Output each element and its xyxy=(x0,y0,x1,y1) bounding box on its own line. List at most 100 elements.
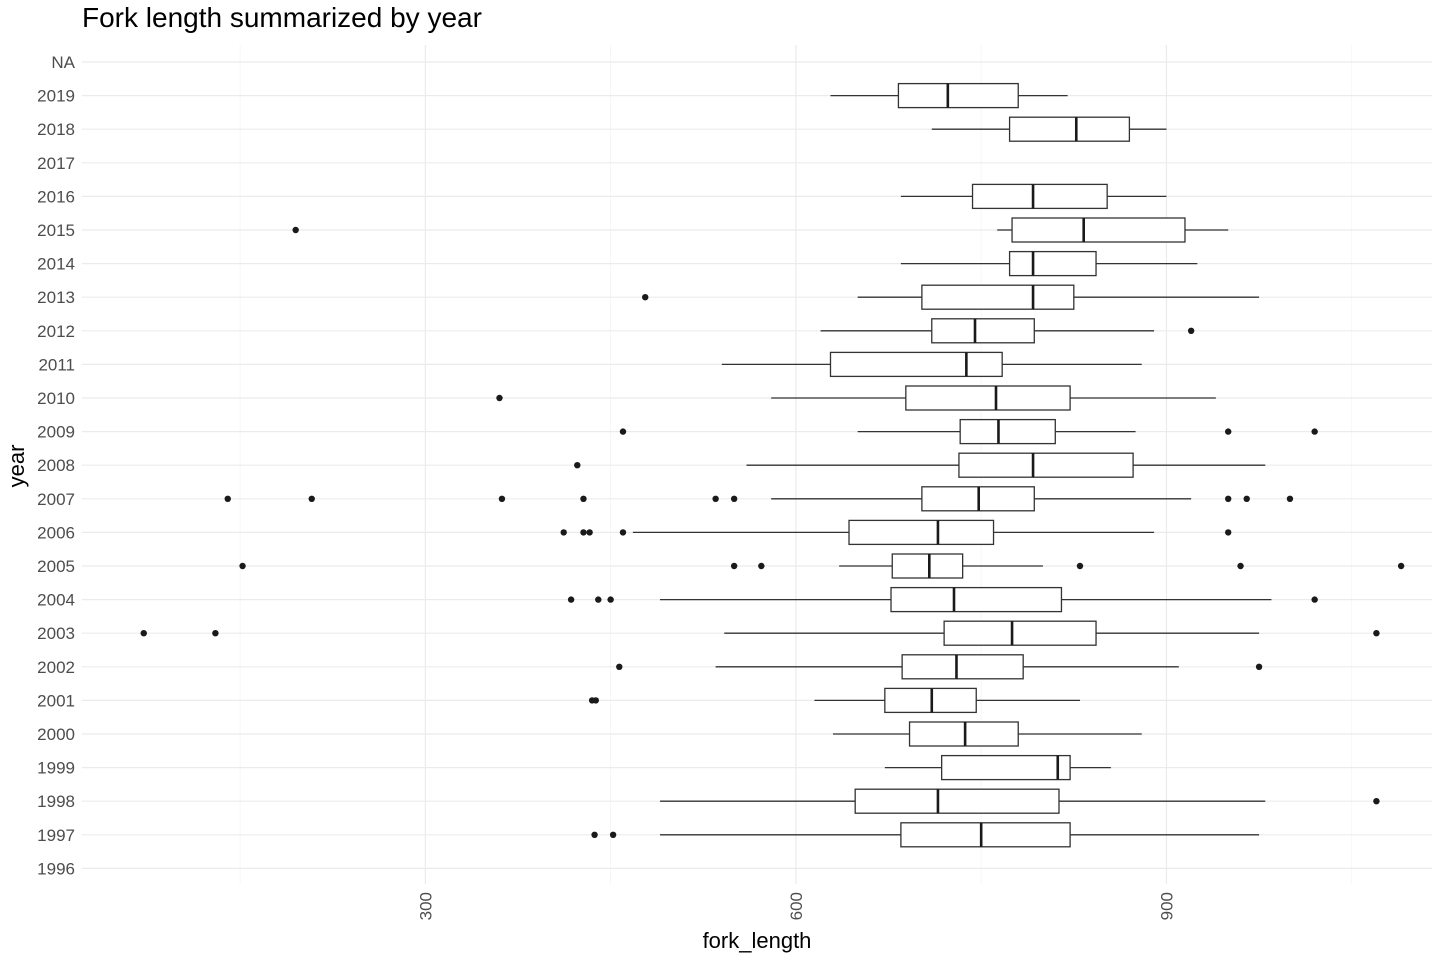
outlier-point xyxy=(1373,798,1380,805)
y-tick-label: 2000 xyxy=(37,725,75,744)
y-tick-label: 2002 xyxy=(37,658,75,677)
box-2009 xyxy=(619,418,1318,445)
y-tick-labels: 1996 1997 1998 1999 2000 2001 2002 2003 2004 2005… xyxy=(37,53,75,878)
outlier-point xyxy=(730,495,738,502)
y-tick-label: 2017 xyxy=(37,154,75,173)
outlier-point xyxy=(1187,327,1195,334)
outlier-point xyxy=(580,495,587,502)
iqr-box xyxy=(1011,217,1186,243)
iqr-box xyxy=(1008,250,1097,277)
iqr-box xyxy=(921,284,1075,310)
box-2007 xyxy=(224,486,1294,512)
x-axis-title: fork_length xyxy=(703,928,812,953)
outlier-point xyxy=(224,495,231,502)
x-tick-label: 900 xyxy=(1157,892,1176,920)
iqr-box xyxy=(971,183,1108,210)
outlier-point xyxy=(730,562,738,570)
box-2006 xyxy=(560,519,1232,546)
box-2013 xyxy=(642,284,1260,310)
outlier-point xyxy=(1243,495,1250,502)
outlier-point xyxy=(1225,495,1232,502)
box-2000 xyxy=(832,721,1142,747)
outlier-point xyxy=(1225,529,1232,536)
outlier-point xyxy=(567,596,575,603)
iqr-box xyxy=(848,519,995,546)
outlier-point xyxy=(586,529,593,536)
outlier-point xyxy=(1237,562,1244,570)
y-tick-label: 2015 xyxy=(37,221,75,240)
y-tick-label: 2003 xyxy=(37,624,75,643)
y-tick-label: 1996 xyxy=(37,859,75,878)
box-2002 xyxy=(616,654,1263,680)
iqr-box xyxy=(900,822,1071,848)
box-2016 xyxy=(900,183,1167,210)
iqr-box xyxy=(897,82,1019,109)
box-2001 xyxy=(588,687,1080,714)
outlier-point xyxy=(212,630,219,637)
outlier-point xyxy=(595,596,602,603)
y-tick-label: 2016 xyxy=(37,187,75,206)
outlier-point xyxy=(592,697,600,704)
iqr-box xyxy=(1008,116,1131,142)
outlier-point xyxy=(1255,663,1263,670)
outlier-point xyxy=(1286,495,1294,502)
outlier-point xyxy=(140,630,147,637)
outlier-point xyxy=(607,596,614,603)
y-tick-label: 2006 xyxy=(37,523,75,542)
outlier-point xyxy=(239,562,246,570)
outlier-point xyxy=(712,495,719,502)
outlier-point xyxy=(619,529,627,536)
box-series xyxy=(140,82,1405,848)
y-tick-label: 1998 xyxy=(37,792,75,811)
outlier-point xyxy=(560,529,567,536)
y-tick-label: 2012 xyxy=(37,322,75,341)
iqr-box xyxy=(890,586,1063,613)
y-tick-label: 2010 xyxy=(37,389,75,408)
y-tick-label: 2018 xyxy=(37,120,75,139)
iqr-box xyxy=(941,754,1071,781)
outlier-point xyxy=(1397,562,1405,570)
iqr-box xyxy=(958,452,1134,478)
outlier-point xyxy=(619,428,627,435)
box-2011 xyxy=(721,351,1142,378)
box-1999 xyxy=(884,754,1111,781)
box-2004 xyxy=(567,586,1318,613)
outlier-point xyxy=(1225,428,1232,435)
y-tick-label: 1997 xyxy=(37,826,75,845)
outlier-point xyxy=(580,529,587,536)
box-2010 xyxy=(496,385,1216,411)
y-tick-label: 2001 xyxy=(37,691,75,710)
box-2003 xyxy=(140,620,1380,646)
chart-title: Fork length summarized by year xyxy=(82,2,482,33)
outlier-point xyxy=(1311,428,1318,435)
y-tick-label: 2019 xyxy=(37,87,75,106)
y-tick-label: 2009 xyxy=(37,423,75,442)
iqr-box xyxy=(943,620,1097,646)
x-tick-labels: 300 600 900 xyxy=(416,892,1176,920)
outlier-point xyxy=(609,831,617,838)
y-axis-title: year xyxy=(4,445,29,488)
y-tick-label: 2013 xyxy=(37,288,75,307)
outlier-point xyxy=(758,562,765,570)
x-tick-label: 600 xyxy=(787,892,806,920)
outlier-point xyxy=(292,226,299,234)
iqr-box xyxy=(829,351,1003,378)
outlier-point xyxy=(591,831,598,838)
outlier-point xyxy=(616,663,623,670)
y-tick-label: 2011 xyxy=(38,355,75,374)
box-2014 xyxy=(900,250,1198,277)
outlier-point xyxy=(1373,630,1380,637)
iqr-box xyxy=(901,654,1024,680)
box-2015 xyxy=(292,217,1229,243)
y-tick-label: 2005 xyxy=(37,557,75,576)
box-2019 xyxy=(830,82,1068,109)
y-tick-label: 2014 xyxy=(37,255,75,274)
iqr-box xyxy=(891,553,964,579)
outlier-point xyxy=(496,394,503,402)
y-tick-label: 2004 xyxy=(37,591,75,610)
box-1997 xyxy=(591,822,1260,848)
outlier-point xyxy=(574,462,581,469)
iqr-box xyxy=(959,418,1056,445)
